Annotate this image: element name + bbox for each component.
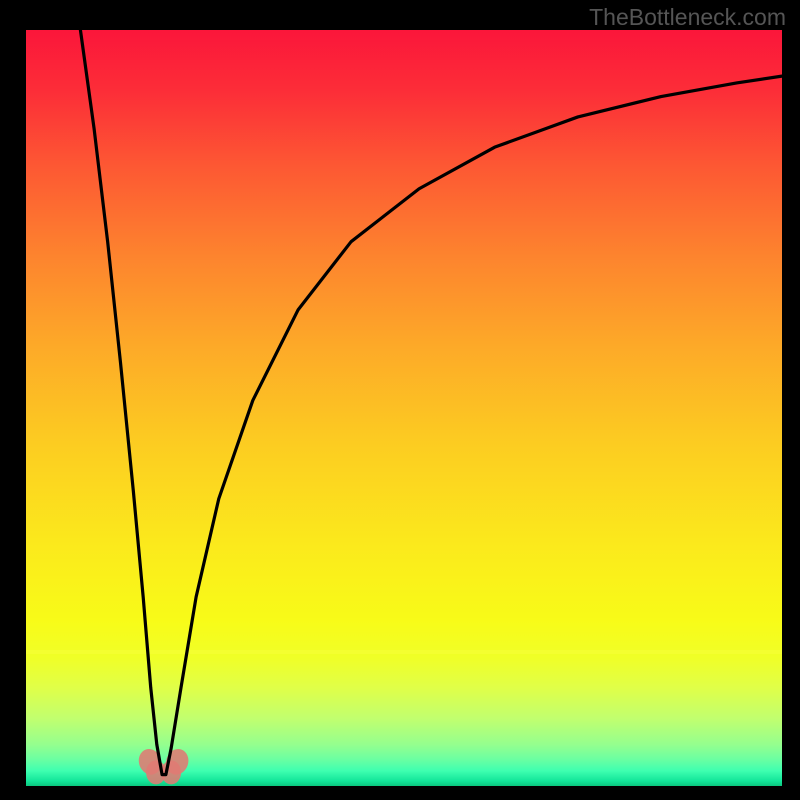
bottom-markers-group (136, 746, 192, 784)
watermark-text: TheBottleneck.com (589, 4, 786, 31)
chart-root: TheBottleneck.com (0, 0, 800, 800)
plot-area (26, 30, 782, 786)
bottleneck-curve (80, 30, 782, 775)
curve-overlay (26, 30, 782, 786)
